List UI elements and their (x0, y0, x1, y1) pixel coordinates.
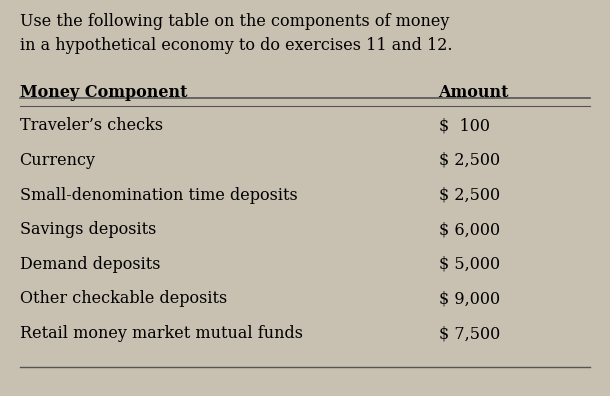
Text: Use the following table on the components of money: Use the following table on the component… (20, 13, 449, 30)
Text: $ 2,500: $ 2,500 (439, 187, 500, 204)
Text: $ 5,000: $ 5,000 (439, 256, 500, 273)
Text: $  100: $ 100 (439, 117, 490, 134)
Text: $ 9,000: $ 9,000 (439, 290, 500, 307)
Text: in a hypothetical economy to do exercises 11 and 12.: in a hypothetical economy to do exercise… (20, 37, 452, 54)
Text: $ 7,500: $ 7,500 (439, 325, 500, 342)
Text: Traveler’s checks: Traveler’s checks (20, 117, 163, 134)
Text: Demand deposits: Demand deposits (20, 256, 160, 273)
Text: Savings deposits: Savings deposits (20, 221, 156, 238)
Text: Currency: Currency (20, 152, 96, 169)
Text: $ 6,000: $ 6,000 (439, 221, 500, 238)
Text: Money Component: Money Component (20, 84, 187, 101)
Text: $ 2,500: $ 2,500 (439, 152, 500, 169)
Text: Small-denomination time deposits: Small-denomination time deposits (20, 187, 297, 204)
Text: Other checkable deposits: Other checkable deposits (20, 290, 227, 307)
Text: Retail money market mutual funds: Retail money market mutual funds (20, 325, 303, 342)
Text: Amount: Amount (439, 84, 509, 101)
